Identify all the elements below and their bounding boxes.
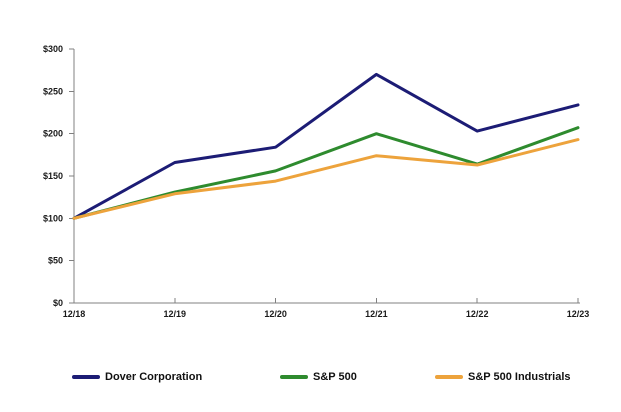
legend-label-sp500: S&P 500 [313,371,357,383]
y-tick-label: $200 [43,129,63,139]
series-line-dover-corporation [72,72,580,220]
legend-label-dover-corporation: Dover Corporation [105,371,203,383]
y-tick-label: $50 [48,256,63,266]
x-tick-label: 12/23 [567,309,590,319]
legend-label-sp500-industrials: S&P 500 Industrials [468,371,571,383]
legend-item-dover-corporation: Dover Corporation [72,371,202,383]
legend-swatch-dover-corporation [72,375,100,379]
series-line-s-p-500 [72,126,580,220]
legend-swatch-sp500 [280,375,308,379]
x-tick-label: 12/20 [264,309,287,319]
series-line-s-p-500-industrials [72,138,580,220]
y-tick-label: $0 [53,298,63,308]
y-tick-label: $300 [43,44,63,54]
x-tick-label: 12/21 [365,309,388,319]
performance-chart-svg: $0 $50 $100 $150 $200 $250 $300 12/18 12/19 12/20… [43,44,590,319]
x-tick-label: 12/22 [466,309,489,319]
legend-item-sp500: S&P 500 [280,371,357,383]
legend-swatch-sp500-industrials [435,375,463,379]
x-tick-label: 12/19 [164,309,187,319]
legend-item-sp500-industrials: S&P 500 Industrials [435,371,571,383]
y-tick-label: $100 [43,213,63,223]
x-tick-label: 12/18 [63,309,86,319]
y-tick-label: $250 [43,86,63,96]
y-tick-label: $150 [43,171,63,181]
